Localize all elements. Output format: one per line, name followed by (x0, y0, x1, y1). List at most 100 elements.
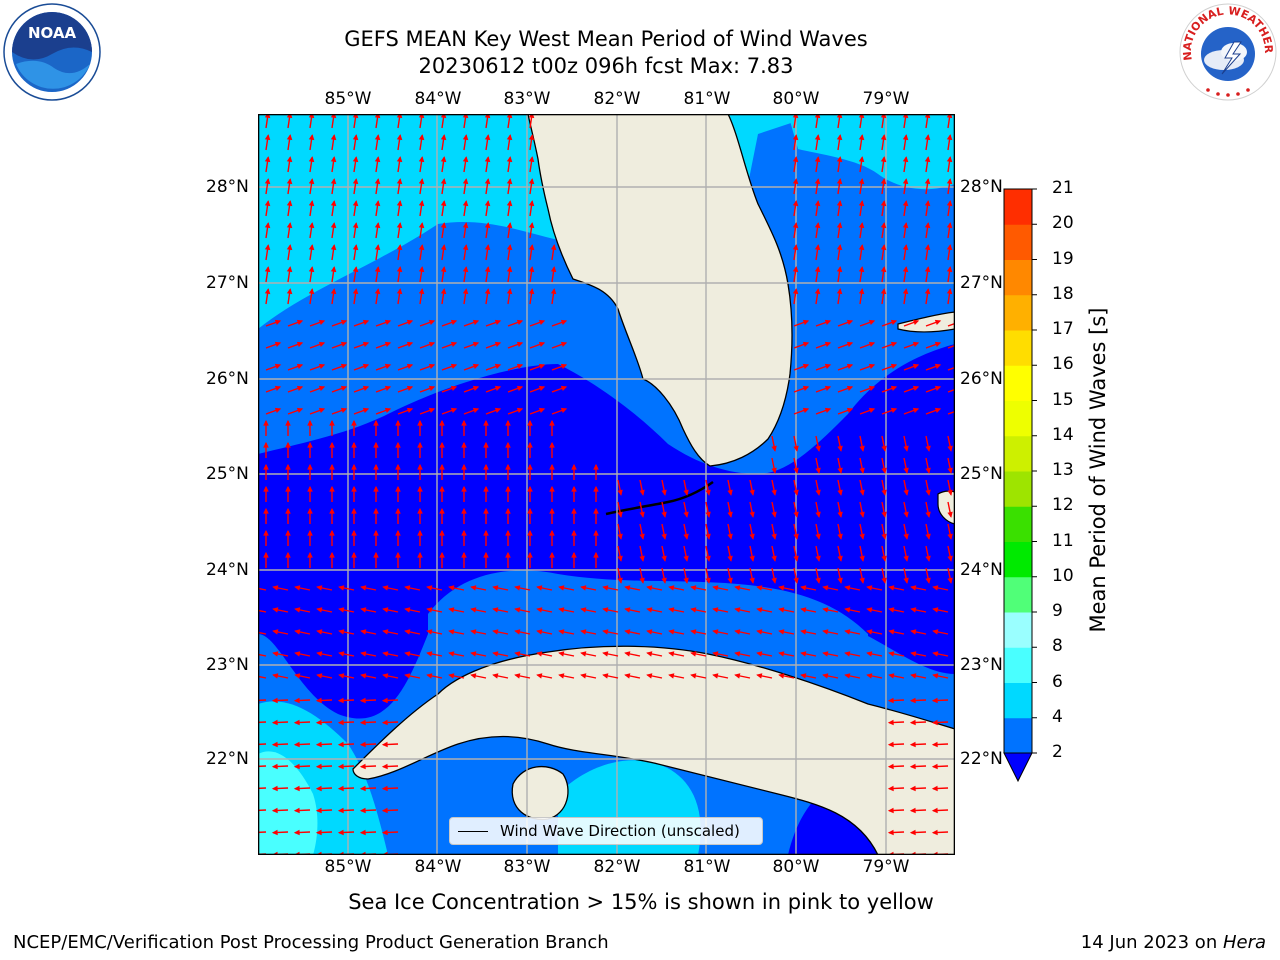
wind-arrow-head (338, 607, 345, 613)
wind-arrow-head (756, 607, 763, 613)
wind-arrow-head (639, 511, 645, 518)
wind-arrow-head (472, 319, 480, 326)
wind-arrow-head (426, 629, 433, 635)
wind-arrow-head (903, 445, 909, 452)
wind-arrow-head (571, 551, 577, 558)
wind-arrow-head (902, 244, 909, 251)
wind-arrow-head (690, 607, 697, 613)
wind-arrow-head (516, 385, 524, 392)
wind-arrow-head (734, 673, 741, 679)
wind-arrow-head (931, 829, 938, 836)
wind-arrow-head (910, 585, 917, 591)
wind-arrow-head (846, 363, 854, 370)
map-panel (258, 114, 955, 855)
wind-arrow-head (505, 463, 511, 470)
wind-arrow-head (527, 551, 533, 558)
wind-arrow-head (417, 507, 423, 514)
wind-arrow-head (822, 607, 829, 613)
wind-arrow-head (286, 266, 293, 273)
wind-arrow-head (440, 244, 447, 251)
wind-arrow-head (316, 585, 323, 591)
wind-arrow-head (360, 585, 367, 591)
wind-arrow-head (549, 463, 555, 470)
wind-arrow-head (580, 607, 587, 613)
wind-arrow-head (844, 673, 851, 679)
wind-arrow-head (661, 555, 667, 562)
wind-arrow-head (318, 341, 326, 348)
wind-arrow-head (494, 341, 502, 348)
wind-arrow-head (802, 385, 810, 392)
colorbar-segment (1004, 400, 1032, 437)
wind-arrow-head (516, 341, 524, 348)
wind-arrow-head (549, 551, 555, 558)
wind-arrow-head (483, 419, 489, 426)
wind-arrow-head (538, 363, 546, 370)
wind-arrow-head (712, 673, 719, 679)
wind-arrow-head (705, 489, 711, 496)
wind-arrow-head (461, 485, 467, 492)
wind-arrow-head (264, 178, 271, 185)
wind-arrow-head (580, 585, 587, 591)
wind-arrow-head (858, 288, 865, 295)
wind-arrow-head (404, 651, 411, 657)
wind-arrow-head (382, 607, 389, 613)
colorbar-segment (1004, 330, 1032, 366)
wind-arrow-head (426, 585, 433, 591)
wind-arrow-head (800, 651, 807, 657)
wind-arrow-head (538, 407, 546, 414)
wind-arrow-head (881, 533, 887, 540)
wind-arrow-head (263, 463, 269, 470)
wind-arrow-head (483, 529, 489, 536)
wind-arrow-head (338, 585, 345, 591)
wind-arrow-head (902, 134, 909, 141)
wind-arrow-head (318, 363, 326, 370)
lat-label-right-26n: 26°N (960, 369, 1003, 389)
wind-arrow-head (527, 529, 533, 536)
wind-arrow-head (274, 363, 282, 370)
wind-arrow-head (931, 719, 938, 726)
wind-arrow-head (330, 288, 337, 295)
colorbar-segment (1004, 189, 1032, 225)
wind-arrow-head (931, 763, 938, 770)
wind-arrow-head (868, 341, 876, 348)
wind-arrow-head (417, 463, 423, 470)
wind-arrow-head (470, 629, 477, 635)
wind-arrow-head (624, 629, 631, 635)
wind-arrow-head (406, 385, 414, 392)
wind-arrow-head (308, 244, 315, 251)
wind-arrow-head (550, 288, 557, 295)
wind-arrow-head (514, 673, 521, 679)
wind-arrow-head (617, 533, 623, 540)
wind-arrow-head (505, 507, 511, 514)
wind-arrow-head (359, 807, 366, 814)
wind-arrow-head (340, 319, 348, 326)
wind-arrow-head (352, 288, 359, 295)
wind-arrow-head (448, 629, 455, 635)
colorbar-segment (1004, 435, 1032, 472)
wind-arrow-head (866, 629, 873, 635)
svg-text:NOAA: NOAA (28, 24, 77, 42)
wind-arrow-head (285, 463, 291, 470)
wind-arrow-head (362, 319, 370, 326)
wind-arrow-head (483, 441, 489, 448)
wind-arrow-head (690, 585, 697, 591)
wind-arrow-head (374, 266, 381, 273)
wind-arrow-head (727, 489, 733, 496)
wind-arrow-head (395, 441, 401, 448)
wind-arrow-head (448, 673, 455, 679)
wind-arrow-head (337, 829, 344, 836)
lon-label-bottom-82w: 82°W (593, 857, 641, 877)
wind-arrow-head (330, 266, 337, 273)
wind-arrow-head (792, 134, 799, 141)
wind-arrow-head (690, 673, 697, 679)
wind-arrow-head (858, 222, 865, 229)
wind-arrow-head (360, 629, 367, 635)
wind-arrow-head (887, 763, 894, 770)
wind-arrow-head (844, 607, 851, 613)
wind-arrow-head (909, 741, 916, 748)
sea-ice-note: Sea Ice Concentration > 15% is shown in … (348, 890, 934, 914)
wind-arrow-head (271, 763, 278, 770)
wind-arrow-head (382, 585, 389, 591)
wind-arrow-head (484, 222, 491, 229)
wind-arrow-head (528, 156, 535, 163)
